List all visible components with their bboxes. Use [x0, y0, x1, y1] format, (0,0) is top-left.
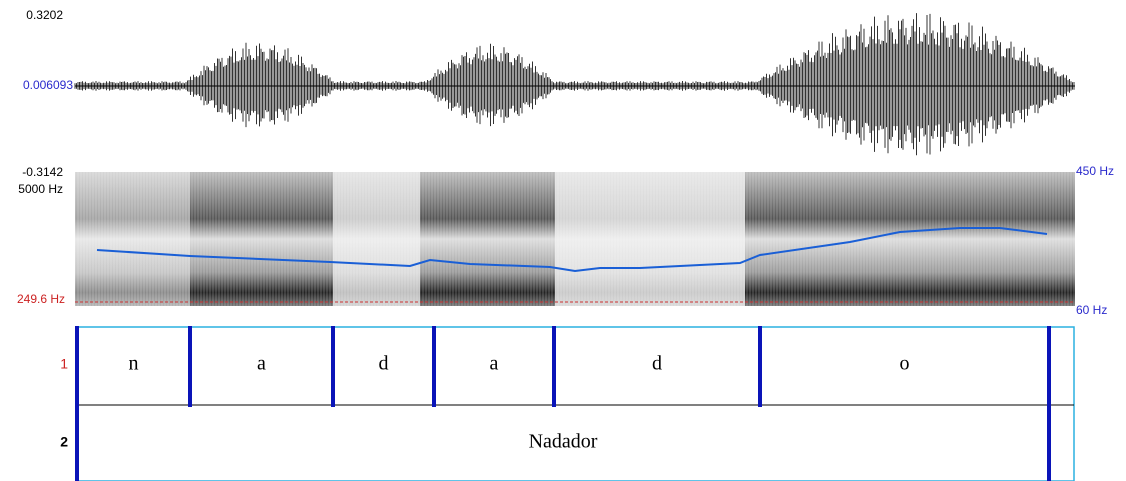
wave-zero-label: 0.006093 [23, 78, 73, 92]
spectrogram-segment [555, 172, 745, 306]
pitch-top-label: 450 Hz [1076, 164, 1114, 178]
spectrogram [74, 172, 1075, 306]
interval-label: d [652, 353, 662, 375]
spectrogram-segment [333, 172, 420, 306]
freq-bottom-label: 249.6 Hz [17, 292, 65, 306]
spectrogram-segment [745, 172, 1075, 306]
textgrid-frame [76, 326, 1075, 481]
wave-min-label: -0.3142 [22, 165, 63, 179]
tier-number: 1 [60, 356, 68, 372]
tier-number: 2 [60, 434, 68, 450]
interval-label: a [490, 353, 499, 375]
spectrogram-segment [190, 172, 333, 306]
spectrogram-segment [75, 172, 190, 306]
interval-label: o [900, 353, 910, 375]
tiers: n a d a d o Nadador [75, 326, 1051, 481]
spectrogram-segment [420, 172, 555, 306]
interval-label: d [379, 353, 389, 375]
interval-label: Nadador [529, 431, 598, 453]
waveform-trace [74, 13, 1075, 156]
freq-top-label: 5000 Hz [18, 182, 63, 196]
pitch-contour [96, 227, 1048, 273]
waveform [74, 13, 1075, 156]
interval-label: a [257, 353, 266, 375]
wave-max-label: 0.3202 [26, 8, 63, 22]
pitch-bottom-label: 60 Hz [1076, 303, 1107, 317]
interval-label: n [129, 353, 139, 375]
